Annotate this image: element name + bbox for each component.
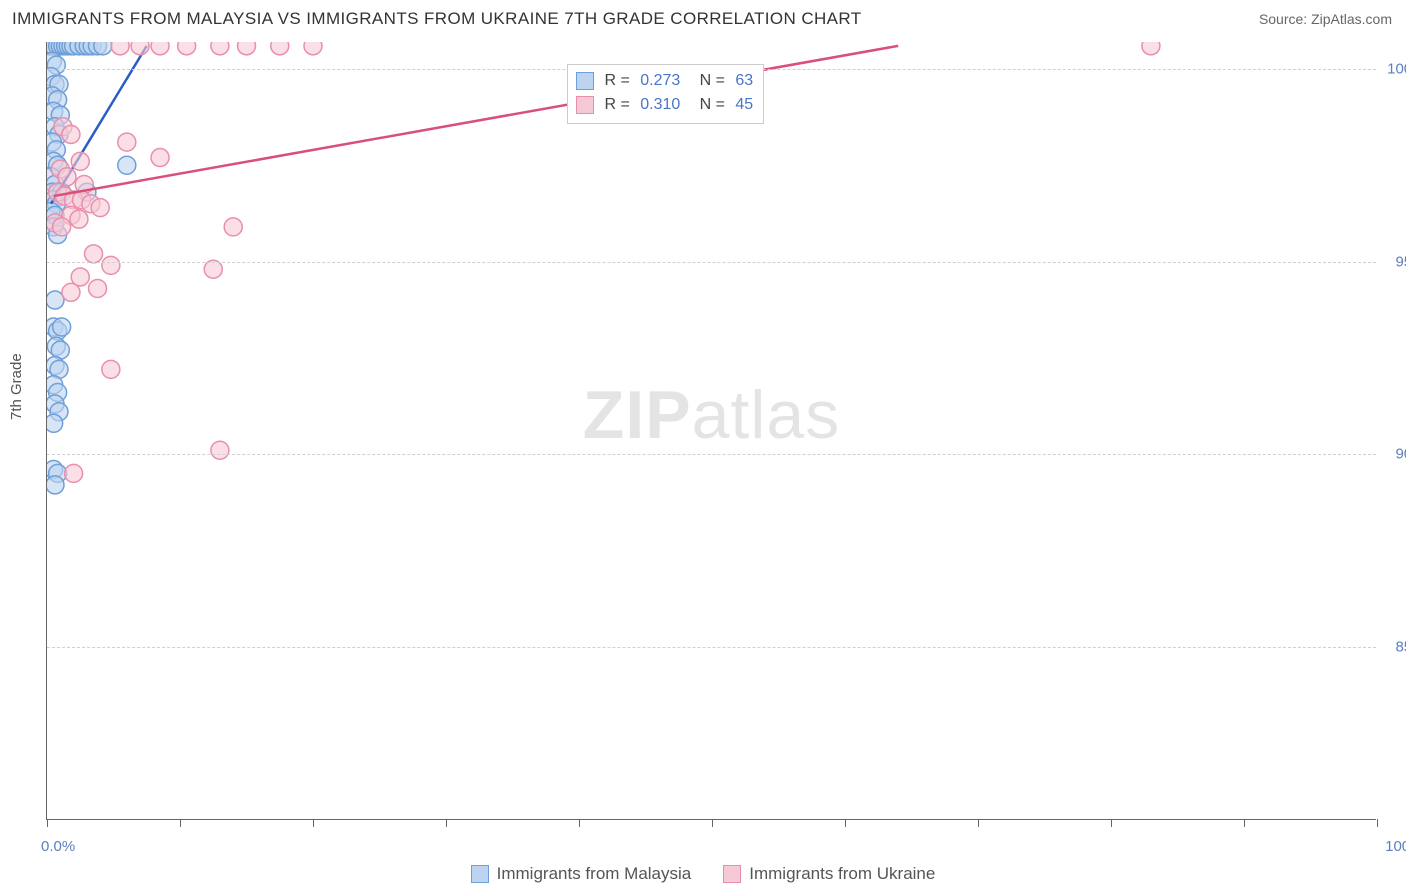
y-tick-label: 100.0% — [1382, 60, 1406, 77]
chart-source: Source: ZipAtlas.com — [1259, 11, 1392, 27]
x-tick — [180, 819, 181, 827]
x-tick — [313, 819, 314, 827]
data-point-ukraine — [304, 42, 322, 55]
stat-value-r: 0.310 — [640, 96, 680, 114]
y-tick-label: 95.0% — [1382, 253, 1406, 270]
data-point-ukraine — [151, 42, 169, 55]
data-point-ukraine — [211, 441, 229, 459]
data-point-ukraine — [238, 42, 256, 55]
y-axis-label: 7th Grade — [8, 353, 25, 420]
scatter-svg — [47, 42, 1377, 820]
stat-label-n: N = — [686, 72, 729, 90]
data-point-ukraine — [151, 149, 169, 167]
y-tick-label: 90.0% — [1382, 446, 1406, 463]
data-point-malaysia — [94, 42, 112, 55]
legend-swatch — [576, 96, 594, 114]
x-tick — [1244, 819, 1245, 827]
legend-label-ukraine: Immigrants from Ukraine — [749, 864, 935, 884]
x-tick — [978, 819, 979, 827]
stats-legend-row: R = 0.310 N = 45 — [576, 93, 753, 117]
x-tick — [446, 819, 447, 827]
legend-swatch-ukraine — [723, 865, 741, 883]
data-point-ukraine — [65, 464, 83, 482]
data-point-ukraine — [91, 199, 109, 217]
data-point-ukraine — [1142, 42, 1160, 55]
gridline — [47, 262, 1376, 263]
x-tick — [712, 819, 713, 827]
data-point-ukraine — [102, 360, 120, 378]
stat-label-r: R = — [600, 96, 634, 114]
data-point-ukraine — [271, 42, 289, 55]
x-tick — [1111, 819, 1112, 827]
x-tick — [47, 819, 48, 827]
data-point-ukraine — [71, 152, 89, 170]
data-point-ukraine — [131, 42, 149, 55]
x-tick-label-max: 100.0% — [1385, 838, 1406, 855]
data-point-ukraine — [211, 42, 229, 55]
legend-item-malaysia: Immigrants from Malaysia — [471, 864, 692, 884]
stat-value-n: 45 — [735, 96, 753, 114]
x-tick-label-min: 0.0% — [41, 838, 75, 855]
y-tick-label: 85.0% — [1382, 638, 1406, 655]
stat-label-n: N = — [686, 96, 729, 114]
stats-legend-row: R = 0.273 N = 63 — [576, 69, 753, 93]
data-point-ukraine — [111, 42, 129, 55]
x-tick — [845, 819, 846, 827]
stats-legend: R = 0.273 N = 63 R = 0.310 N = 45 — [567, 64, 764, 124]
data-point-ukraine — [102, 256, 120, 274]
data-point-malaysia — [47, 414, 63, 432]
data-point-ukraine — [70, 210, 88, 228]
stat-value-n: 63 — [735, 72, 753, 90]
data-point-ukraine — [118, 133, 136, 151]
stat-value-r: 0.273 — [640, 72, 680, 90]
chart-header: IMMIGRANTS FROM MALAYSIA VS IMMIGRANTS F… — [0, 0, 1406, 38]
x-tick — [579, 819, 580, 827]
legend-item-ukraine: Immigrants from Ukraine — [723, 864, 935, 884]
data-point-ukraine — [224, 218, 242, 236]
data-point-ukraine — [85, 245, 103, 263]
legend-label-malaysia: Immigrants from Malaysia — [497, 864, 692, 884]
x-tick — [1377, 819, 1378, 827]
data-point-ukraine — [89, 279, 107, 297]
bottom-legend: Immigrants from Malaysia Immigrants from… — [0, 864, 1406, 884]
data-point-ukraine — [62, 283, 80, 301]
data-point-ukraine — [53, 218, 71, 236]
legend-swatch — [576, 72, 594, 90]
gridline — [47, 454, 1376, 455]
chart-title: IMMIGRANTS FROM MALAYSIA VS IMMIGRANTS F… — [12, 9, 862, 29]
legend-swatch-malaysia — [471, 865, 489, 883]
data-point-malaysia — [47, 476, 64, 494]
data-point-malaysia — [118, 156, 136, 174]
data-point-malaysia — [53, 318, 71, 336]
plot-area: ZIPatlas 85.0%90.0%95.0%100.0%0.0%100.0%… — [46, 42, 1376, 820]
data-point-ukraine — [62, 125, 80, 143]
data-point-ukraine — [178, 42, 196, 55]
gridline — [47, 647, 1376, 648]
data-point-ukraine — [204, 260, 222, 278]
stat-label-r: R = — [600, 72, 634, 90]
